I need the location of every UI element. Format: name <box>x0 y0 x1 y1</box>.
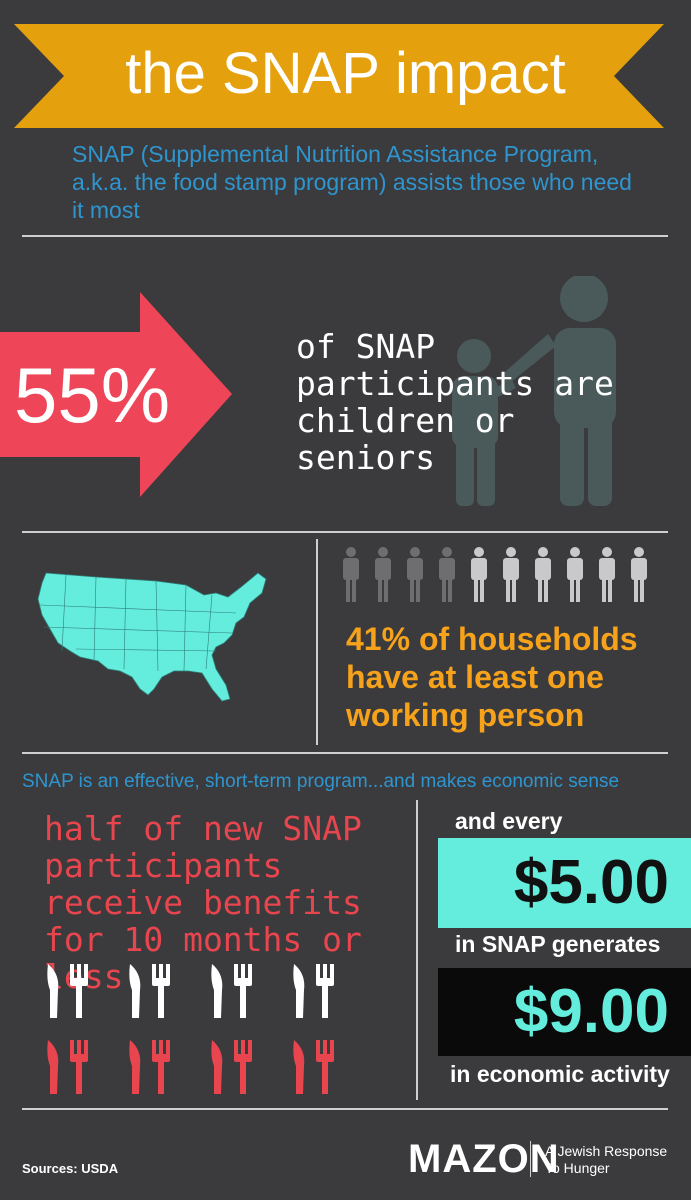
fork-knife-icon <box>47 1040 88 1094</box>
economic-tagline: SNAP is an effective, short-term program… <box>22 771 620 792</box>
economic-activity-label: in economic activity <box>450 1061 670 1087</box>
person-icon <box>535 547 551 602</box>
title-banner <box>14 24 664 128</box>
arrow-icon <box>0 292 232 497</box>
person-icon <box>567 547 583 602</box>
and-every-label: and every <box>455 808 563 834</box>
person-icon <box>503 547 519 602</box>
person-icon <box>631 547 647 602</box>
person-icon <box>375 547 391 602</box>
generates-label: in SNAP generates <box>455 931 661 957</box>
people-pictogram <box>343 547 647 602</box>
children-seniors-text: of SNAP participants are children or sen… <box>296 327 614 477</box>
mazon-logo: MAZON <box>408 1137 560 1181</box>
person-icon <box>343 547 359 602</box>
page-title: the SNAP impact <box>125 41 566 106</box>
person-icon <box>471 547 487 602</box>
divider <box>22 752 668 754</box>
fork-knife-icon <box>211 964 252 1018</box>
fork-knife-icon <box>293 1040 334 1094</box>
fork-knife-icon <box>129 1040 170 1094</box>
us-map-icon <box>37 572 267 702</box>
amount-out-box: $9.00 <box>438 968 691 1056</box>
fork-knife-icon <box>211 1040 252 1094</box>
divider <box>22 235 668 237</box>
section-divider <box>316 539 318 745</box>
fork-knife-icon <box>47 964 88 1018</box>
person-icon <box>407 547 423 602</box>
divider <box>22 1108 668 1110</box>
logo-separator <box>530 1141 531 1177</box>
logo-tagline: A Jewish Response To Hunger <box>545 1143 668 1176</box>
family-silhouette-icon <box>452 276 616 506</box>
person-icon <box>599 547 615 602</box>
fork-knife-icon <box>293 964 334 1018</box>
fork-knife-icon <box>129 964 170 1018</box>
sources-note: Sources: USDA <box>22 1161 119 1176</box>
person-icon <box>439 547 455 602</box>
section-divider <box>416 800 418 1100</box>
divider <box>22 531 668 533</box>
working-households-text: 41% of households have at least one work… <box>346 621 638 733</box>
utensils-pictogram <box>47 964 334 1094</box>
children-seniors-percent: 55% <box>14 351 171 439</box>
intro-text: SNAP (Supplemental Nutrition Assistance … <box>72 141 632 223</box>
amount-in-box: $5.00 <box>438 838 691 928</box>
benefit-duration-text: half of new SNAP participants receive be… <box>44 809 362 996</box>
